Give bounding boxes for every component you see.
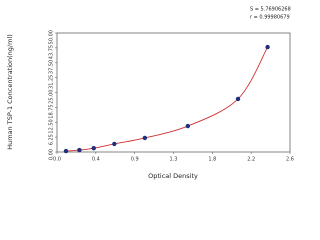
point — [185, 123, 191, 129]
y-tick-label: 37.50 — [49, 60, 55, 74]
y-tick-label: 0.00 — [49, 149, 55, 160]
chart: S = 5.76906268 r = 0.99980679 Optical De… — [6, 7, 294, 181]
annotation: S = 5.76906268 — [250, 7, 291, 13]
point — [142, 135, 148, 141]
x-tick-label: 1.8 — [208, 157, 216, 163]
point — [112, 141, 117, 147]
point — [63, 148, 69, 154]
y-tick-label: 50.00 — [49, 30, 55, 44]
y-axis-title: Human TSP-1 Concentration(ng/ml) — [6, 34, 14, 150]
x-tick-label: 0.0 — [53, 157, 61, 163]
x-tick-label: 0.9 — [131, 157, 139, 163]
y-tick-label: 6.25 — [49, 134, 55, 145]
point — [265, 44, 270, 50]
point — [77, 147, 82, 153]
point — [235, 96, 241, 102]
x-axis-title: Optical Density — [148, 172, 198, 180]
x-tick-label: 2.2 — [247, 157, 255, 163]
y-tick-label: 31.25 — [49, 75, 55, 89]
y-tick-label: 12.50 — [49, 119, 55, 133]
y-tick-label: 18.75 — [49, 104, 55, 118]
point — [91, 145, 96, 151]
x-tick-label: 2.6 — [286, 157, 294, 163]
x-tick-label: 1.3 — [170, 157, 178, 163]
y-tick-label: 43.75 — [49, 45, 55, 59]
y-tick-label: 25.00 — [49, 90, 55, 104]
x-tick-label: 0.4 — [92, 157, 100, 163]
plot-area — [56, 32, 291, 153]
annotation: r = 0.99980679 — [250, 15, 290, 21]
